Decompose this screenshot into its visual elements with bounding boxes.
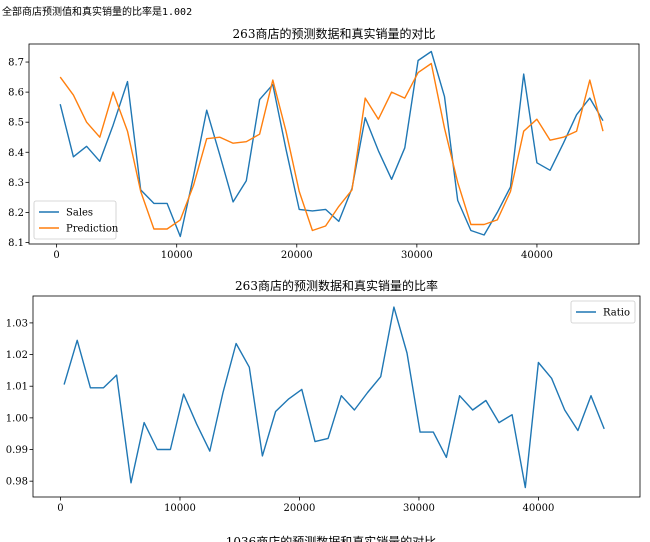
- y-tick-label: 8.2: [8, 208, 24, 219]
- legend-label-sales: Sales: [66, 208, 93, 219]
- legend-box: [570, 300, 636, 324]
- axes-frame: [28, 43, 640, 245]
- legend-label-ratio: Ratio: [603, 308, 630, 319]
- x-tick-label: 30000: [403, 503, 435, 514]
- chart-title: 263商店的预测数据和真实销量的对比: [233, 26, 436, 41]
- chart-title: 263商店的预测数据和真实销量的比率: [235, 278, 438, 293]
- x-tick-label: 20000: [281, 250, 313, 261]
- y-tick-label: 0.98: [6, 477, 28, 488]
- y-tick-label: 8.6: [8, 88, 24, 99]
- y-tick-label: 8.4: [8, 148, 24, 159]
- legend-box: [33, 200, 117, 240]
- y-tick-label: 1.01: [6, 382, 28, 393]
- legend: Ratio: [570, 300, 636, 324]
- x-tick-label: 0: [53, 250, 59, 261]
- chart-2: 263商店的预测数据和真实销量的比率 0 10000 20000 30000 40000 0…: [6, 278, 641, 514]
- next-chart-title: 1036商店的预测数据和真实销量的对比: [226, 534, 437, 542]
- x-tick-label: 40000: [523, 503, 555, 514]
- y-tick-label: 8.5: [8, 118, 24, 129]
- x-tick-label: 30000: [401, 250, 433, 261]
- y-tick-label: 8.3: [8, 178, 24, 189]
- y-tick-label: 1.00: [6, 413, 28, 424]
- x-tick-label: 20000: [284, 503, 316, 514]
- y-tick-label: 8.1: [8, 238, 24, 249]
- series-line-ratio: [63, 306, 605, 489]
- legend-label-prediction: Prediction: [66, 224, 119, 235]
- x-tick-label: 40000: [521, 250, 553, 261]
- summary-text: 全部商店预测值和真实销量的比率是1.002: [2, 7, 193, 18]
- legend: Sales Prediction: [33, 200, 119, 240]
- y-tick-label: 8.7: [8, 58, 24, 69]
- axes-frame: [32, 295, 641, 498]
- series-line-prediction: [59, 62, 604, 232]
- y-tick-label: 1.02: [6, 350, 28, 361]
- y-tick-label: 1.03: [6, 318, 28, 329]
- x-tick-label: 10000: [161, 250, 193, 261]
- x-tick-label: 10000: [164, 503, 196, 514]
- y-tick-label: 0.99: [6, 445, 28, 456]
- chart-1: 263商店的预测数据和真实销量的对比 0 10000 20000 30000 40000 8…: [8, 26, 640, 261]
- x-tick-label: 0: [57, 503, 63, 514]
